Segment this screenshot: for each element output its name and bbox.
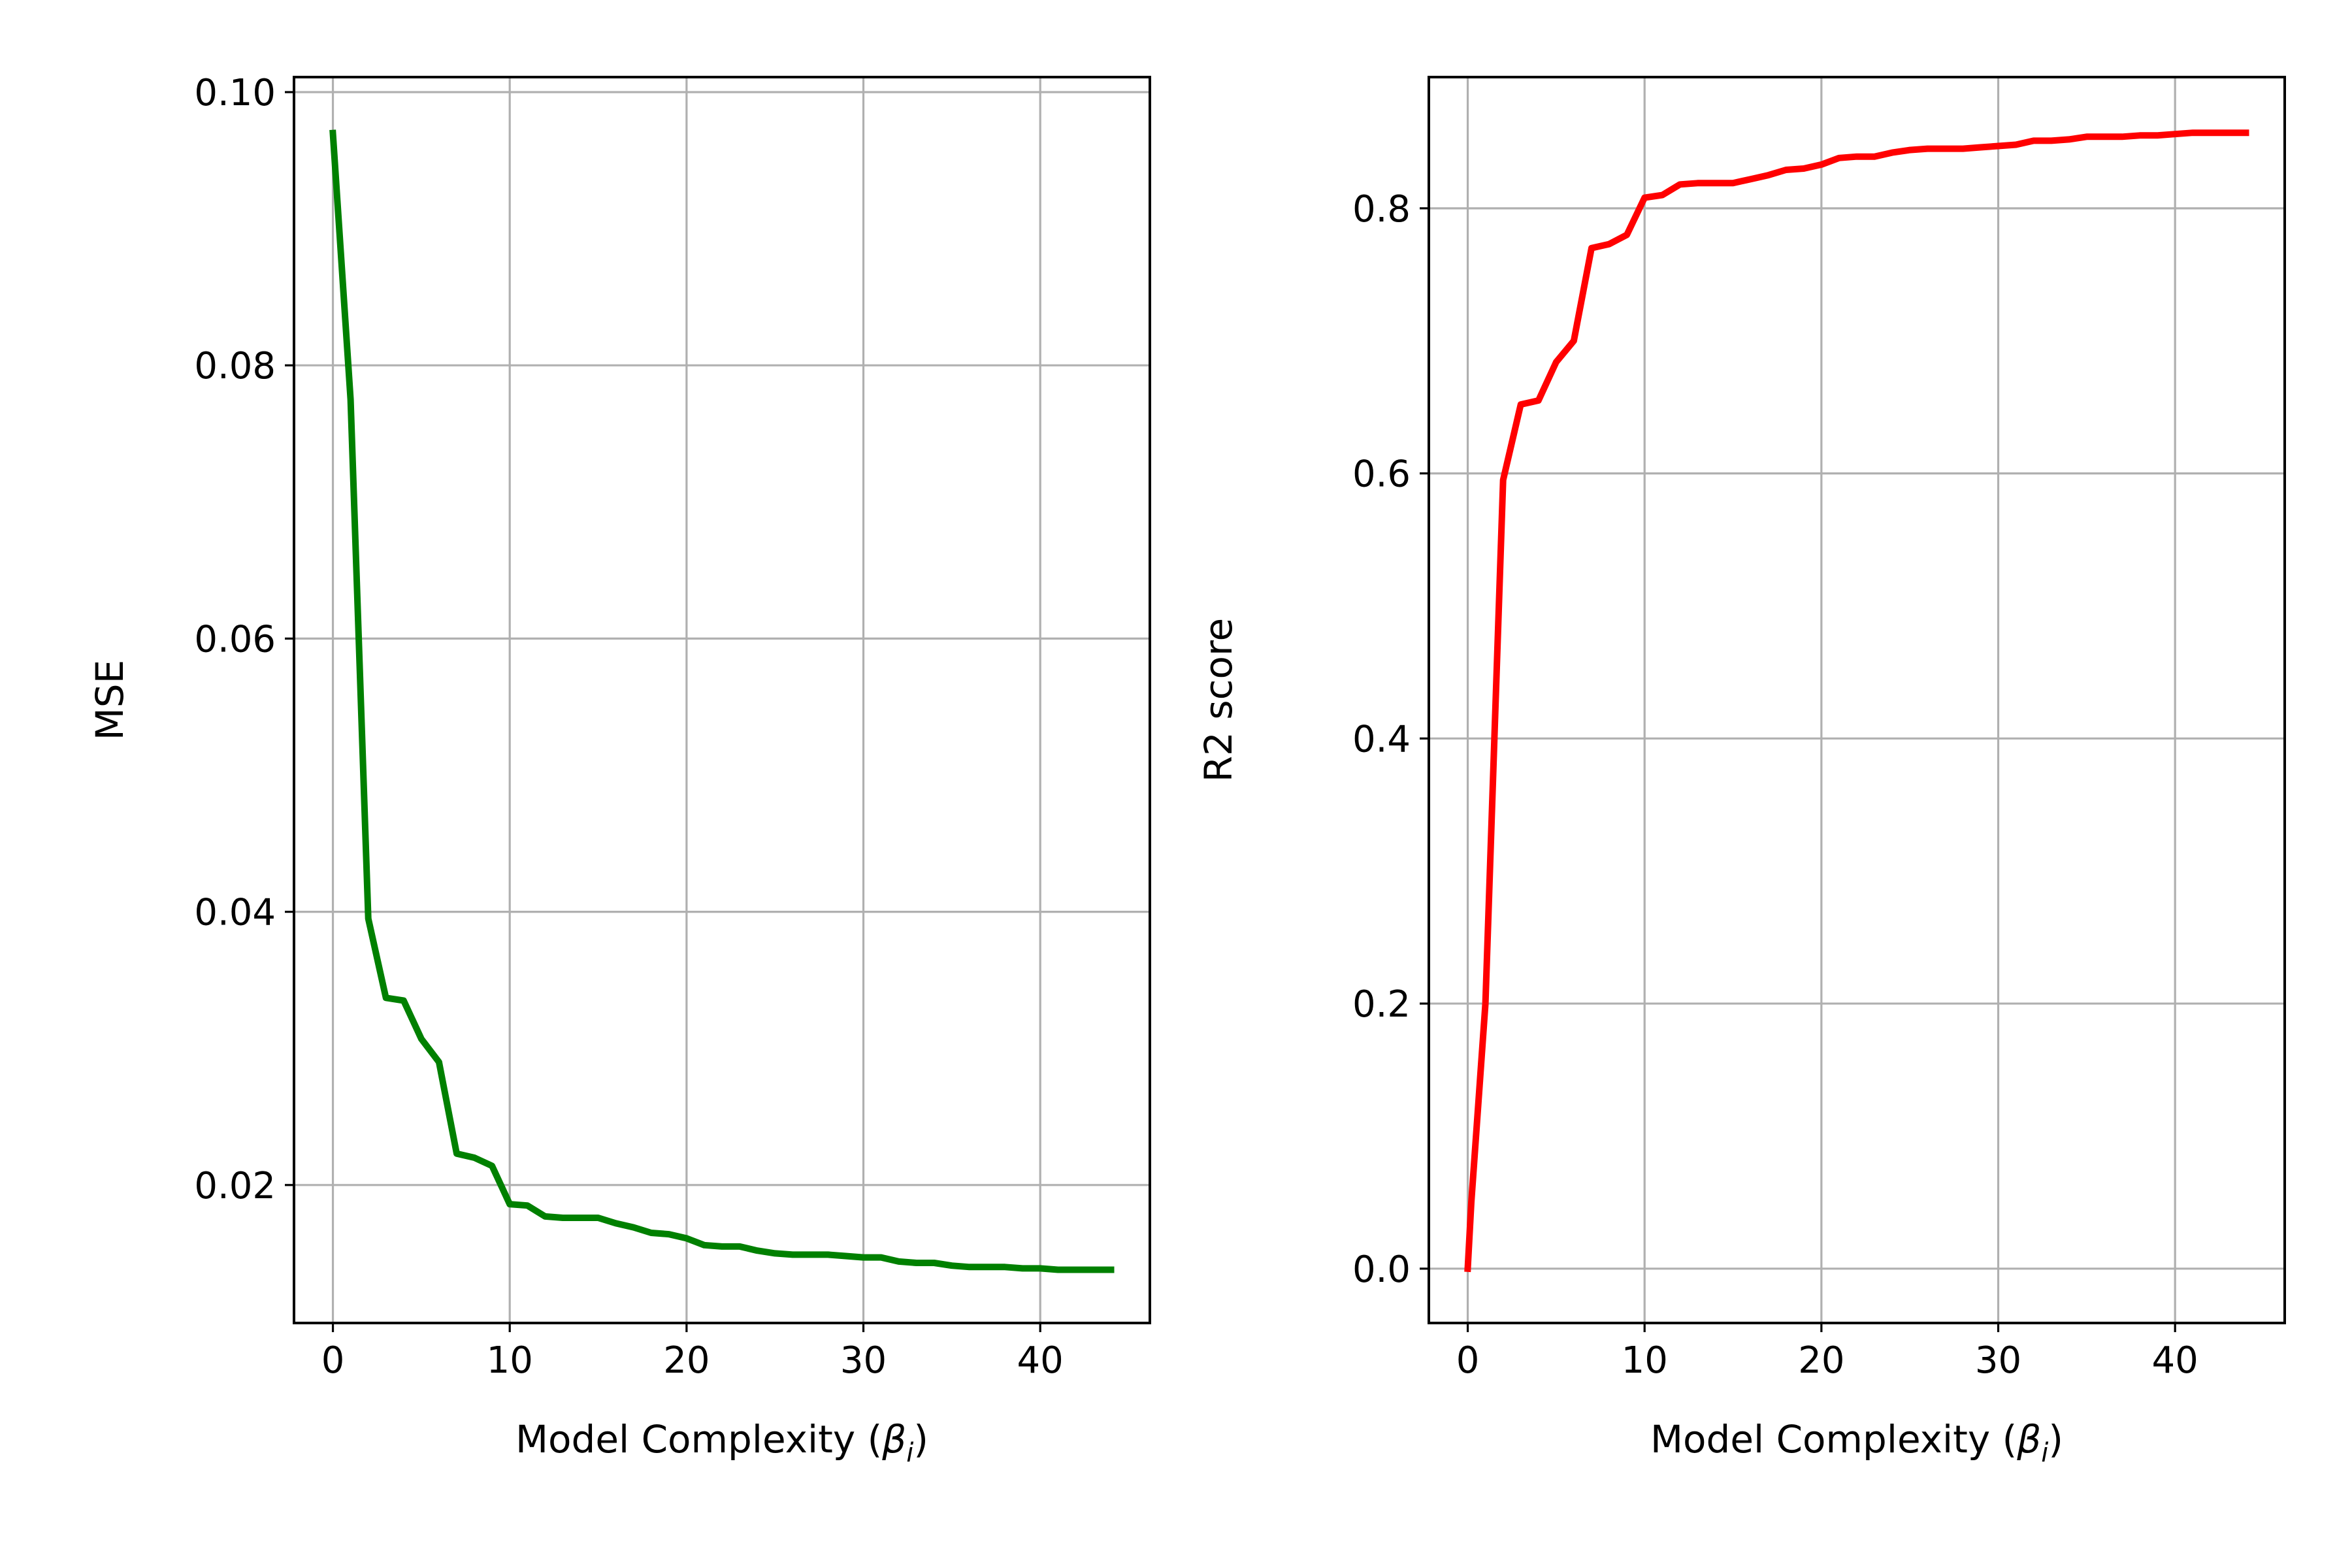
r2-y-tick-label: 0.4: [1352, 718, 1411, 760]
r2-y-axis-label: R2 score: [1196, 618, 1241, 782]
r2-x-axis-label-symbol: β: [2016, 1417, 2041, 1462]
r2-y-ticks: 0.0 0.2 0.4 0.6 0.8: [1352, 188, 1429, 1291]
r2-y-tick-label: 0.0: [1352, 1249, 1411, 1291]
r2-y-tick-label: 0.2: [1352, 983, 1411, 1026]
r2-x-axis-label: Model Complexity (βi): [1650, 1417, 2063, 1468]
r2-x-axis-label-close: ): [2048, 1417, 2063, 1462]
mse-axes-frame: [293, 76, 1151, 1324]
mse-x-axis-label: Model Complexity (βi): [515, 1417, 928, 1468]
r2-x-tick-label: 40: [2152, 1339, 2198, 1382]
r2-x-tick-label: 20: [1798, 1339, 1844, 1382]
mse-series: [329, 129, 1115, 1273]
mse-y-axis-label: MSE: [88, 660, 132, 741]
mse-x-ticks: 0 10 20 30 40: [321, 1323, 1064, 1382]
r2-x-tick-label: 10: [1622, 1339, 1668, 1382]
mse-series-line: [329, 129, 1115, 1273]
r2-x-tick-label: 0: [1456, 1339, 1480, 1382]
r2-x-axis-label-subscript: i: [2041, 1438, 2048, 1468]
mse-y-tick-label: 0.02: [194, 1165, 276, 1207]
mse-x-axis-label-close: ): [913, 1417, 928, 1462]
mse-y-tick-label: 0.08: [194, 345, 276, 387]
r2-x-tick-label: 30: [1975, 1339, 2021, 1382]
mse-x-tick-label: 10: [487, 1339, 533, 1382]
mse-x-axis-label-subscript: i: [906, 1438, 913, 1468]
mse-y-tick-label: 0.04: [194, 892, 276, 934]
mse-y-tick-label: 0.06: [194, 618, 276, 661]
r2-y-tick-label: 0.6: [1352, 453, 1411, 496]
mse-y-ticks: 0.02 0.04 0.06 0.08 0.10: [194, 72, 294, 1207]
r2-x-axis-label-text: Model Complexity (: [1650, 1417, 2017, 1462]
r2-axes-frame: [1428, 76, 2286, 1324]
r2-grid: [1429, 77, 2285, 1323]
mse-y-tick-label: 0.10: [194, 72, 276, 114]
mse-panel: 0 10 20 30 40 0.02 0.04 0.06 0.08 0.10 Model Com…: [88, 72, 1151, 1468]
r2-series: [1464, 129, 2249, 1273]
r2-panel: 0 10 20 30 40 0.0 0.2 0.4 0.6 0.8 Model Complexi…: [1196, 76, 2286, 1468]
r2-y-tick-label: 0.8: [1352, 188, 1411, 231]
mse-x-tick-label: 0: [321, 1339, 345, 1382]
mse-x-tick-label: 30: [840, 1339, 887, 1382]
mse-x-axis-label-symbol: β: [881, 1417, 906, 1462]
mse-x-tick-label: 20: [663, 1339, 710, 1382]
r2-series-line: [1464, 129, 2249, 1273]
mse-x-tick-label: 40: [1017, 1339, 1064, 1382]
mse-grid: [294, 77, 1150, 1323]
mse-x-axis-label-text: Model Complexity (: [515, 1417, 882, 1462]
r2-x-ticks: 0 10 20 30 40: [1456, 1323, 2198, 1382]
